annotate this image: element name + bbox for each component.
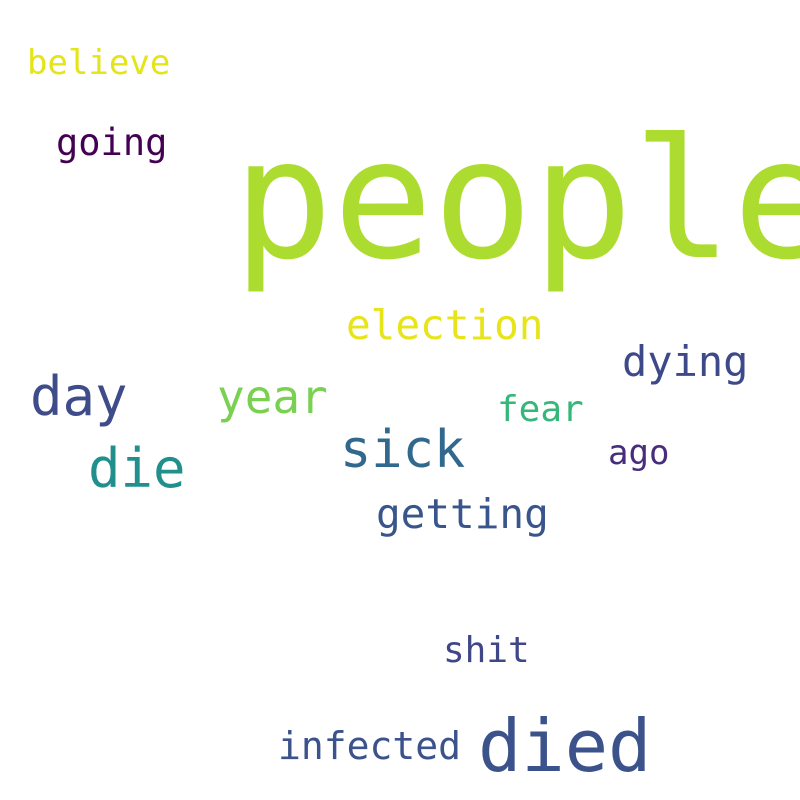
word-die: die bbox=[88, 437, 186, 500]
word-election: election bbox=[346, 301, 544, 349]
word-infected: infected bbox=[278, 724, 462, 768]
word-year: year bbox=[217, 370, 328, 424]
word-believe: believe bbox=[27, 43, 171, 83]
word-ago: ago bbox=[608, 433, 670, 473]
word-going: going bbox=[56, 121, 168, 164]
word-fear: fear bbox=[497, 389, 584, 430]
word-day: day bbox=[30, 365, 128, 428]
word-died: died bbox=[478, 704, 652, 788]
word-people: people bbox=[233, 104, 800, 297]
word-sick: sick bbox=[340, 420, 466, 480]
word-shit: shit bbox=[443, 630, 530, 671]
word-getting: getting bbox=[376, 490, 549, 538]
word-dying: dying bbox=[622, 337, 749, 386]
